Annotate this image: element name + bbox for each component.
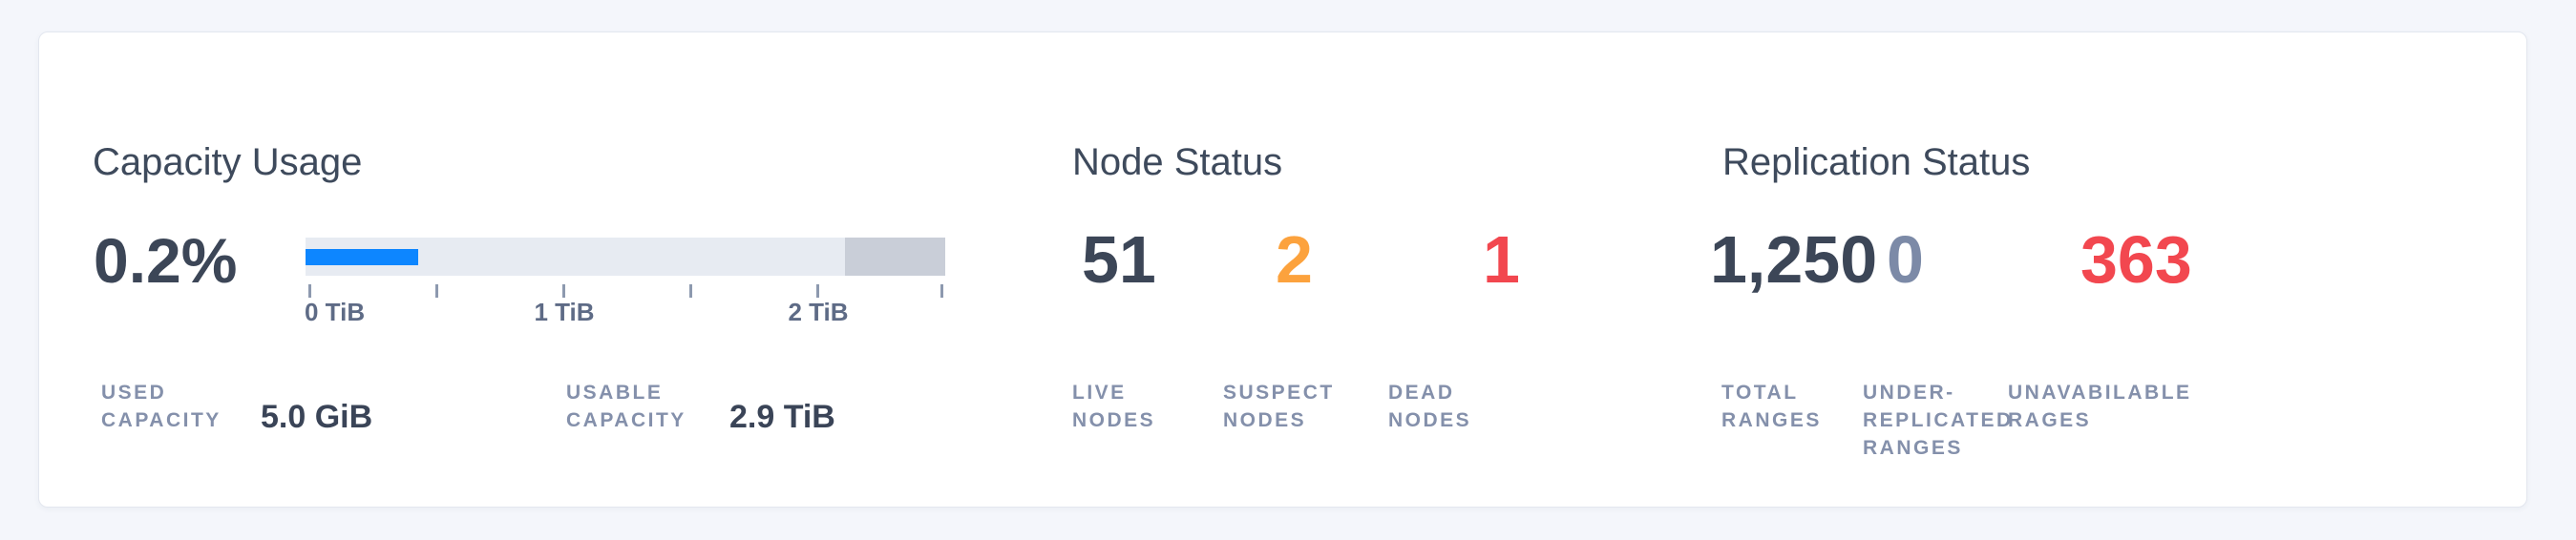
axis-tick xyxy=(562,284,565,298)
capacity-bar-used-fill xyxy=(306,249,418,265)
live-nodes-value: 51 xyxy=(1082,222,1156,297)
replication-status-title: Replication Status xyxy=(1722,141,2031,184)
dead-nodes-value: 1 xyxy=(1483,222,1520,297)
used-capacity-value: 5.0 GiB xyxy=(261,399,373,435)
capacity-usage-title: Capacity Usage xyxy=(93,141,363,184)
axis-tick-label: 0 TiB xyxy=(305,298,366,326)
suspect-nodes-value: 2 xyxy=(1276,222,1313,297)
suspect-nodes-label: SUSPECT NODES xyxy=(1223,382,1335,431)
usable-capacity-value: 2.9 TiB xyxy=(729,399,835,435)
axis-tick xyxy=(308,284,311,298)
axis-tick xyxy=(816,284,819,298)
under-replicated-ranges-label: UNDER- REPLICATED RANGES xyxy=(1863,382,2014,459)
axis-tick xyxy=(435,284,438,298)
used-capacity-label: USED CAPACITY xyxy=(101,382,222,431)
total-ranges-label: TOTAL RANGES xyxy=(1721,382,1822,431)
live-nodes-label: LIVE NODES xyxy=(1072,382,1156,431)
cluster-summary-card: Capacity Usage Node Status Replication S… xyxy=(38,31,2527,508)
axis-tick xyxy=(940,284,943,298)
axis-tick xyxy=(689,284,692,298)
node-status-title: Node Status xyxy=(1072,141,1283,184)
axis-tick-label: 1 TiB xyxy=(534,298,595,326)
dead-nodes-label: DEAD NODES xyxy=(1388,382,1472,431)
unavailable-ranges-value: 363 xyxy=(2080,222,2192,297)
axis-tick-label: 2 TiB xyxy=(788,298,849,326)
capacity-used-percent: 0.2% xyxy=(94,225,238,296)
capacity-bar-reserved-segment xyxy=(845,238,945,276)
capacity-bar-track xyxy=(306,238,945,276)
usable-capacity-label: USABLE CAPACITY xyxy=(566,382,686,431)
total-ranges-value: 1,250 xyxy=(1710,222,1878,297)
unavailable-ranges-label: UNAVABILABLE RAGES xyxy=(2008,382,2192,431)
under-replicated-ranges-value: 0 xyxy=(1887,222,1924,297)
